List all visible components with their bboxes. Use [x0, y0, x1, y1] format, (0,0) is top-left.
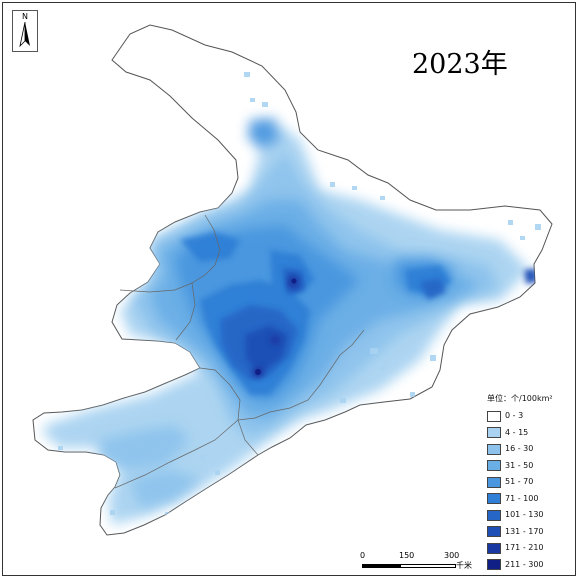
scale-tick-150: 150	[399, 551, 415, 560]
legend-swatch	[487, 493, 501, 505]
scale-unit: 千米	[456, 561, 472, 570]
scale-segment-2	[400, 564, 456, 568]
legend-item: 0 - 3	[487, 408, 573, 425]
density-layers	[40, 72, 541, 525]
legend-swatch	[487, 559, 501, 571]
legend-item: 71 - 100	[487, 491, 573, 508]
north-arrow-icon	[19, 22, 30, 48]
legend-swatch	[487, 410, 501, 422]
legend-swatch	[487, 460, 501, 472]
legend-item: 101 - 130	[487, 507, 573, 524]
scale-bar: 0 150 300 千米	[356, 551, 486, 573]
map-title: 2023年	[412, 49, 508, 80]
legend-item: 16 - 30	[487, 441, 573, 458]
legend-swatch	[487, 427, 501, 439]
legend-label: 171 - 210	[505, 543, 544, 553]
legend-item: 171 - 210	[487, 540, 573, 557]
legend-label: 51 - 70	[505, 477, 534, 487]
legend-item: 31 - 50	[487, 458, 573, 475]
scale-tick-0: 0	[360, 551, 366, 560]
legend-label: 31 - 50	[505, 460, 534, 470]
legend-label: 4 - 15	[505, 427, 529, 437]
legend-item: 4 - 15	[487, 425, 573, 442]
legend-swatch	[487, 443, 501, 455]
legend-items: 0 - 3 4 - 15 16 - 30 31 - 50 51 - 70 71 - 100…	[487, 408, 573, 573]
legend-label: 211 - 300	[505, 559, 544, 569]
legend-label: 131 - 170	[505, 526, 544, 536]
legend-label: 0 - 3	[505, 411, 524, 421]
scale-tick-300: 300	[444, 551, 460, 560]
scale-segment-1	[362, 564, 400, 568]
north-label: N	[22, 12, 28, 21]
legend-item: 51 - 70	[487, 474, 573, 491]
boundary-lines	[114, 214, 365, 489]
legend-item: 131 - 170	[487, 524, 573, 541]
legend: 单位：个/100km² 0 - 3 4 - 15 16 - 30 31 - 50 51 …	[487, 393, 573, 573]
legend-swatch	[487, 509, 501, 521]
legend-swatch	[487, 476, 501, 488]
legend-label: 16 - 30	[505, 444, 534, 454]
legend-label: 101 - 130	[505, 510, 544, 520]
legend-swatch	[487, 526, 501, 538]
legend-swatch	[487, 542, 501, 554]
legend-label: 71 - 100	[505, 493, 539, 503]
north-arrow: N	[12, 10, 38, 52]
legend-item: 211 - 300	[487, 557, 573, 574]
legend-title: 单位：个/100km²	[487, 394, 553, 403]
